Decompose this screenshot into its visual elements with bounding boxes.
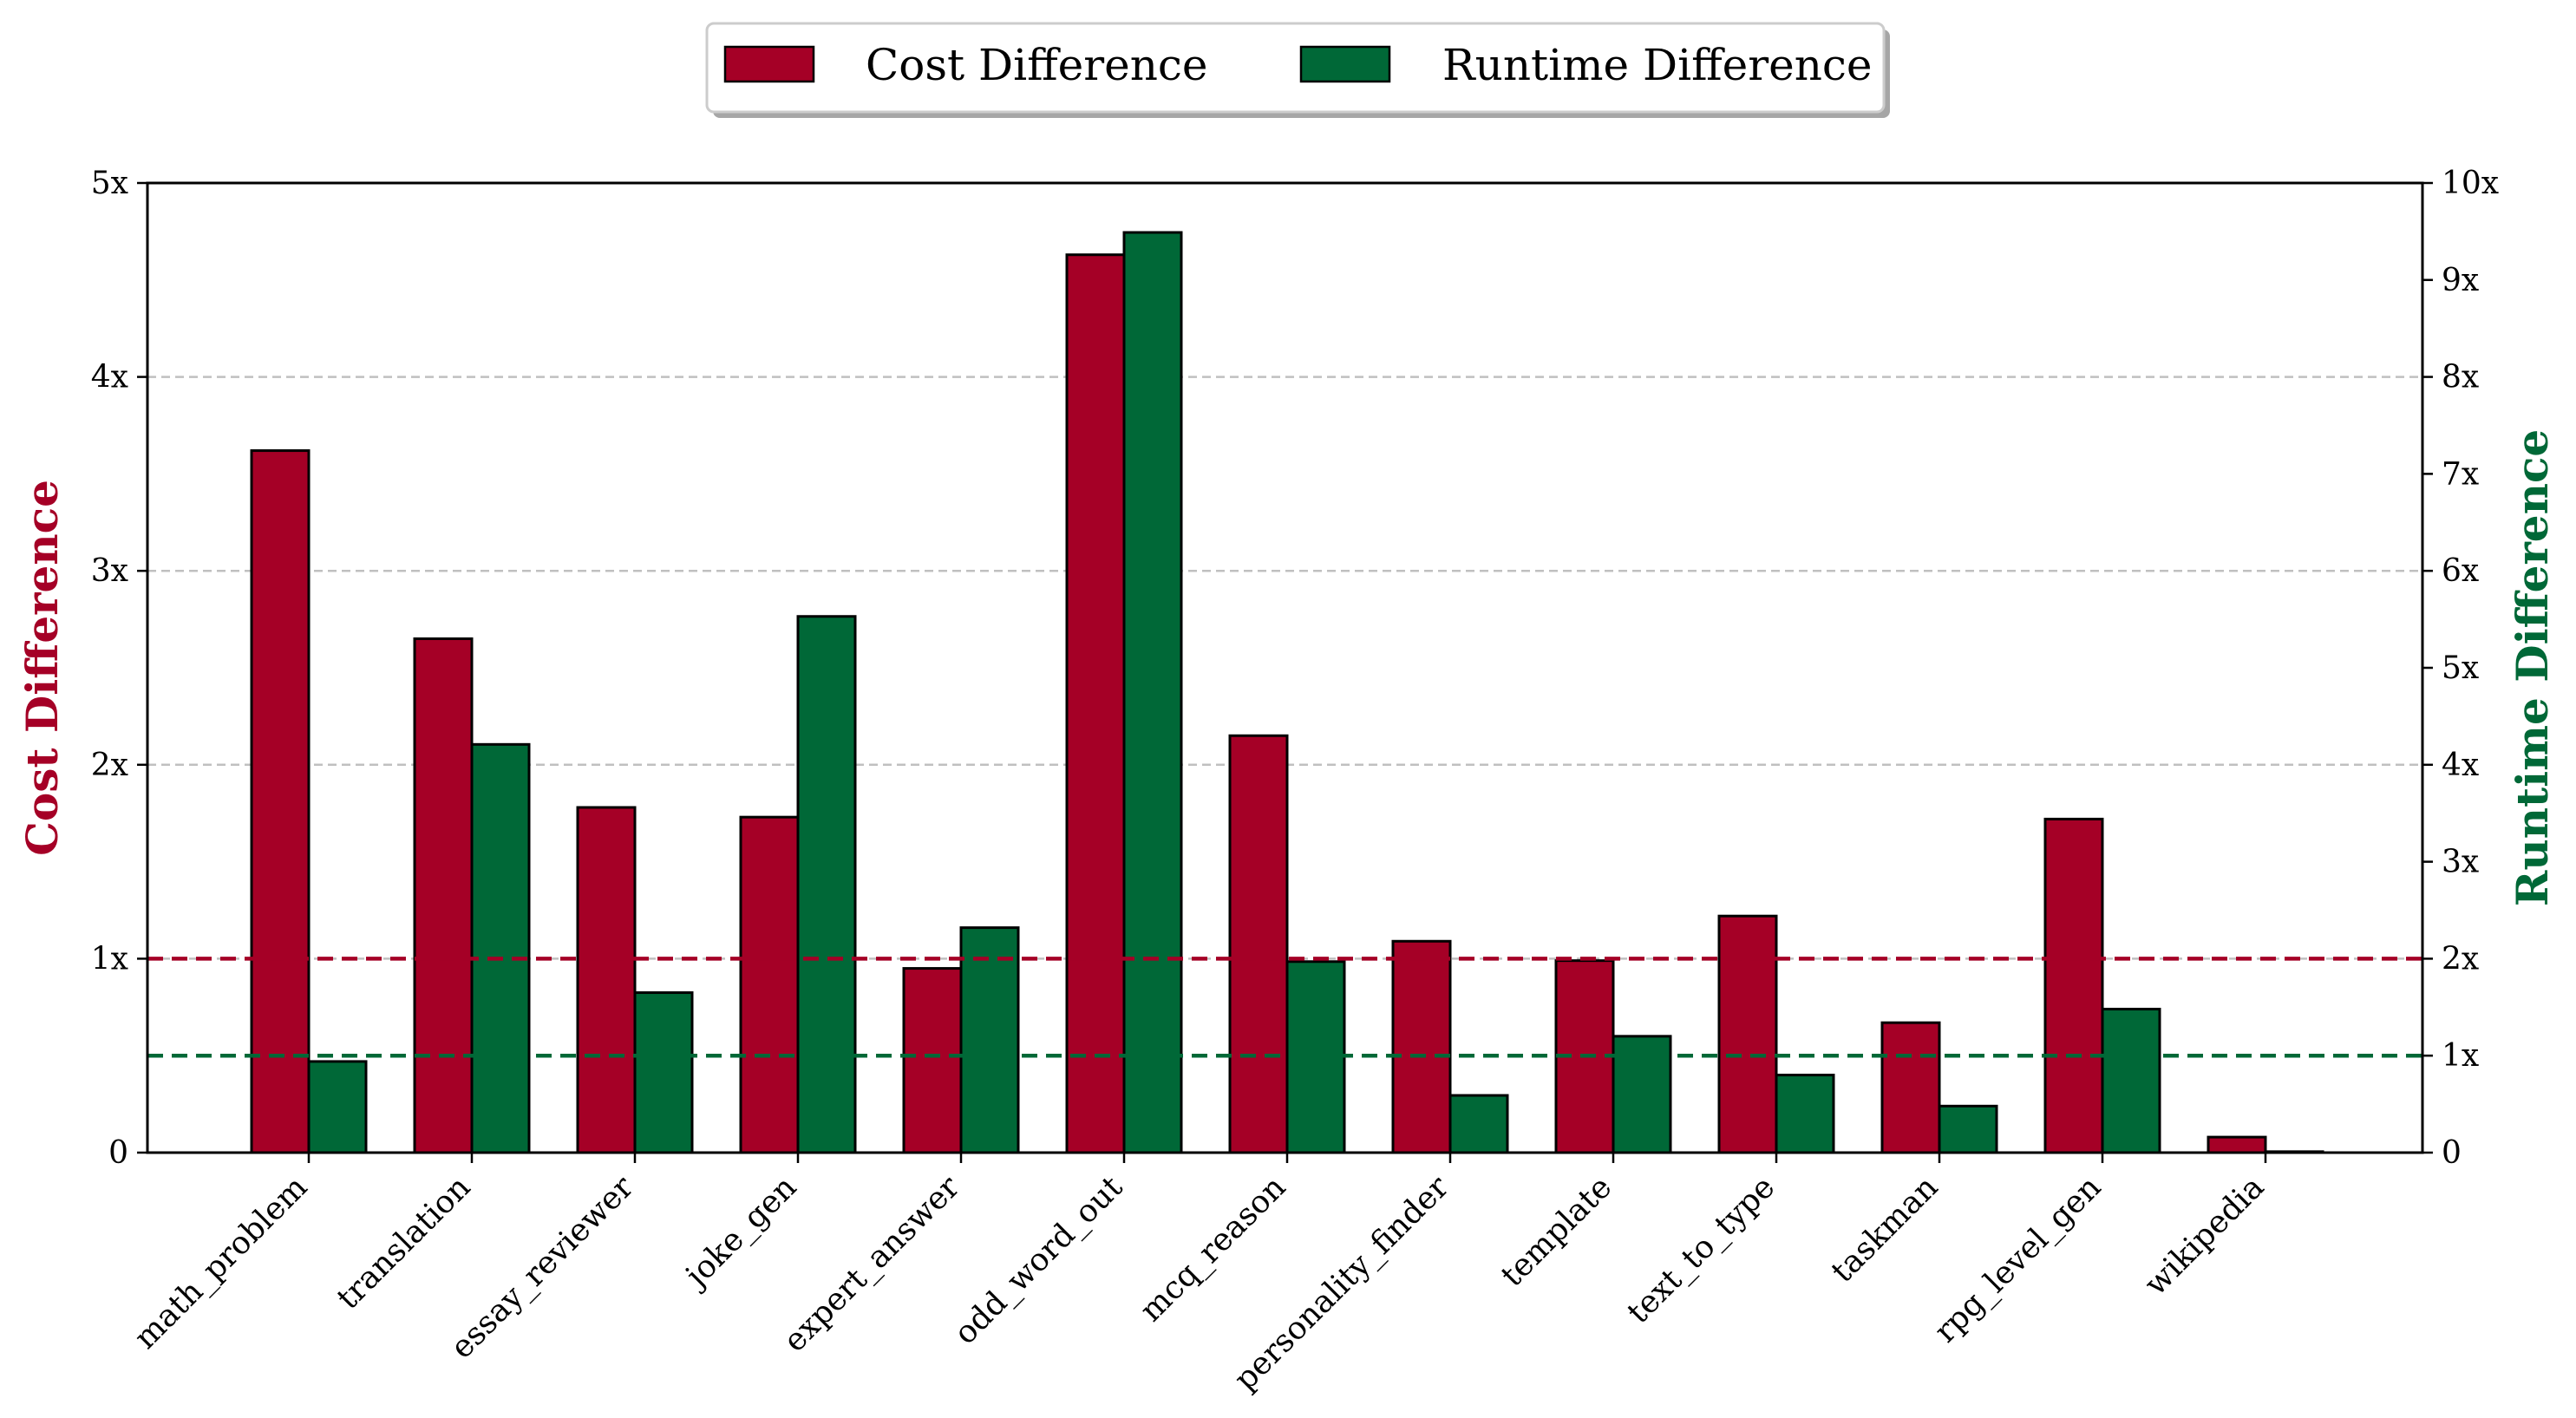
- cost-bar-math_problem: [250, 449, 311, 1154]
- right-tick-label: 8x: [2442, 360, 2479, 395]
- right-tick-label: 1x: [2442, 1038, 2479, 1074]
- left-tick-label: 5x: [91, 166, 128, 201]
- left-tick-label: 1x: [91, 941, 128, 977]
- right-tick-label: 4x: [2442, 748, 2479, 783]
- right-tick-label: 0: [2442, 1135, 2462, 1171]
- right-tick-label: 6x: [2442, 553, 2479, 589]
- x-tick-label: math_problem: [127, 1169, 314, 1356]
- reference-lines: [147, 957, 2422, 1058]
- x-tick-label: taskman: [1825, 1169, 1945, 1290]
- right-axis-title: Runtime Difference: [2507, 429, 2558, 906]
- runtime-bar-personality_finder: [1448, 1094, 1509, 1154]
- cost-bar-text_to_type: [1717, 914, 1778, 1154]
- cost-bar-translation: [413, 637, 474, 1154]
- legend-swatch-runtime: [1299, 45, 1391, 83]
- x-tick-label: essay_reviewer: [444, 1169, 641, 1366]
- x-tick-label: odd_word_out: [947, 1169, 1129, 1351]
- cost-bar-odd_word_out: [1065, 253, 1126, 1154]
- right-tick-label: 3x: [2442, 845, 2479, 880]
- cost-bar-wikipedia: [2207, 1135, 2267, 1154]
- left-tick-label: 2x: [91, 748, 128, 783]
- right-y-axis: 0 1x 2x 3x 4x 5x 6x 7x 8x 9x 10x: [2422, 166, 2499, 1171]
- left-tick-label: 3x: [91, 553, 128, 589]
- x-tick-label: mcq_reason: [1134, 1169, 1293, 1329]
- legend-label-cost: Cost Difference: [866, 40, 1207, 90]
- runtime-bar-joke_gen: [796, 615, 857, 1154]
- x-tick-label: text_to_type: [1621, 1169, 1782, 1330]
- x-tick-label: expert_answer: [777, 1169, 967, 1359]
- bars: [250, 231, 2324, 1154]
- runtime-bar-essay_reviewer: [633, 991, 694, 1154]
- left-tick-label: 4x: [91, 360, 128, 395]
- right-tick-label: 7x: [2442, 456, 2479, 492]
- cost-bar-personality_finder: [1391, 939, 1452, 1154]
- right-tick-label: 5x: [2442, 650, 2479, 686]
- runtime-bar-text_to_type: [1775, 1074, 1835, 1154]
- left-axis-title: Cost Difference: [16, 480, 68, 856]
- legend: Cost Difference Runtime Difference: [705, 22, 1890, 118]
- cost-bar-mcq_reason: [1228, 734, 1289, 1154]
- runtime-bar-math_problem: [307, 1060, 368, 1154]
- right-tick-label: 9x: [2442, 263, 2479, 298]
- legend-box: [705, 22, 1886, 114]
- runtime-bar-rpg_level_gen: [2101, 1008, 2161, 1154]
- cost-bar-essay_reviewer: [576, 806, 637, 1154]
- cost-bar-rpg_level_gen: [2043, 817, 2104, 1154]
- runtime-bar-translation: [470, 742, 531, 1154]
- left-y-axis: 0 1x 2x 3x 4x 5x: [91, 166, 147, 1171]
- runtime-bar-odd_word_out: [1122, 231, 1183, 1154]
- x-tick-label: translation: [330, 1169, 477, 1316]
- legend-label-runtime: Runtime Difference: [1442, 40, 1873, 90]
- right-tick-label: 2x: [2442, 941, 2479, 977]
- runtime-bar-expert_answer: [959, 926, 1020, 1154]
- x-tick-label: wikipedia: [2138, 1169, 2271, 1302]
- left-tick-label: 0: [108, 1135, 128, 1171]
- x-tick-label: rpg_level_gen: [1928, 1169, 2109, 1349]
- cost-bar-taskman: [1880, 1021, 1941, 1154]
- cost-bar-expert_answer: [902, 967, 963, 1154]
- runtime-bar-taskman: [1938, 1104, 1998, 1154]
- x-tick-label: template: [1494, 1169, 1618, 1293]
- legend-swatch-cost: [723, 45, 815, 83]
- cost-bar-joke_gen: [739, 815, 800, 1154]
- right-tick-label: 10x: [2442, 166, 2499, 201]
- x-tick-label: joke_gen: [677, 1169, 803, 1296]
